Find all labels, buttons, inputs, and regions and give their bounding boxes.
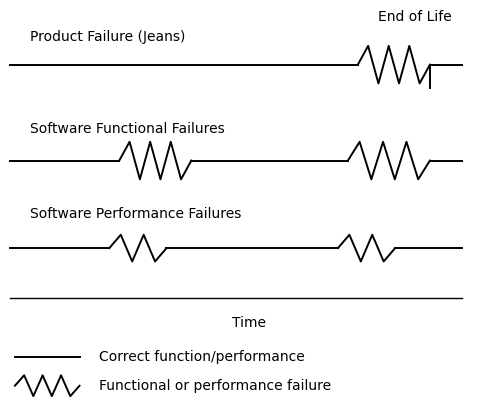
Text: Product Failure (Jeans): Product Failure (Jeans): [30, 30, 185, 44]
Text: Time: Time: [232, 316, 265, 330]
Text: Software Functional Failures: Software Functional Failures: [30, 121, 225, 136]
Text: Functional or performance failure: Functional or performance failure: [99, 379, 331, 393]
Text: Correct function/performance: Correct function/performance: [99, 349, 305, 364]
Text: Software Performance Failures: Software Performance Failures: [30, 207, 241, 221]
Text: End of Life: End of Life: [378, 10, 451, 25]
